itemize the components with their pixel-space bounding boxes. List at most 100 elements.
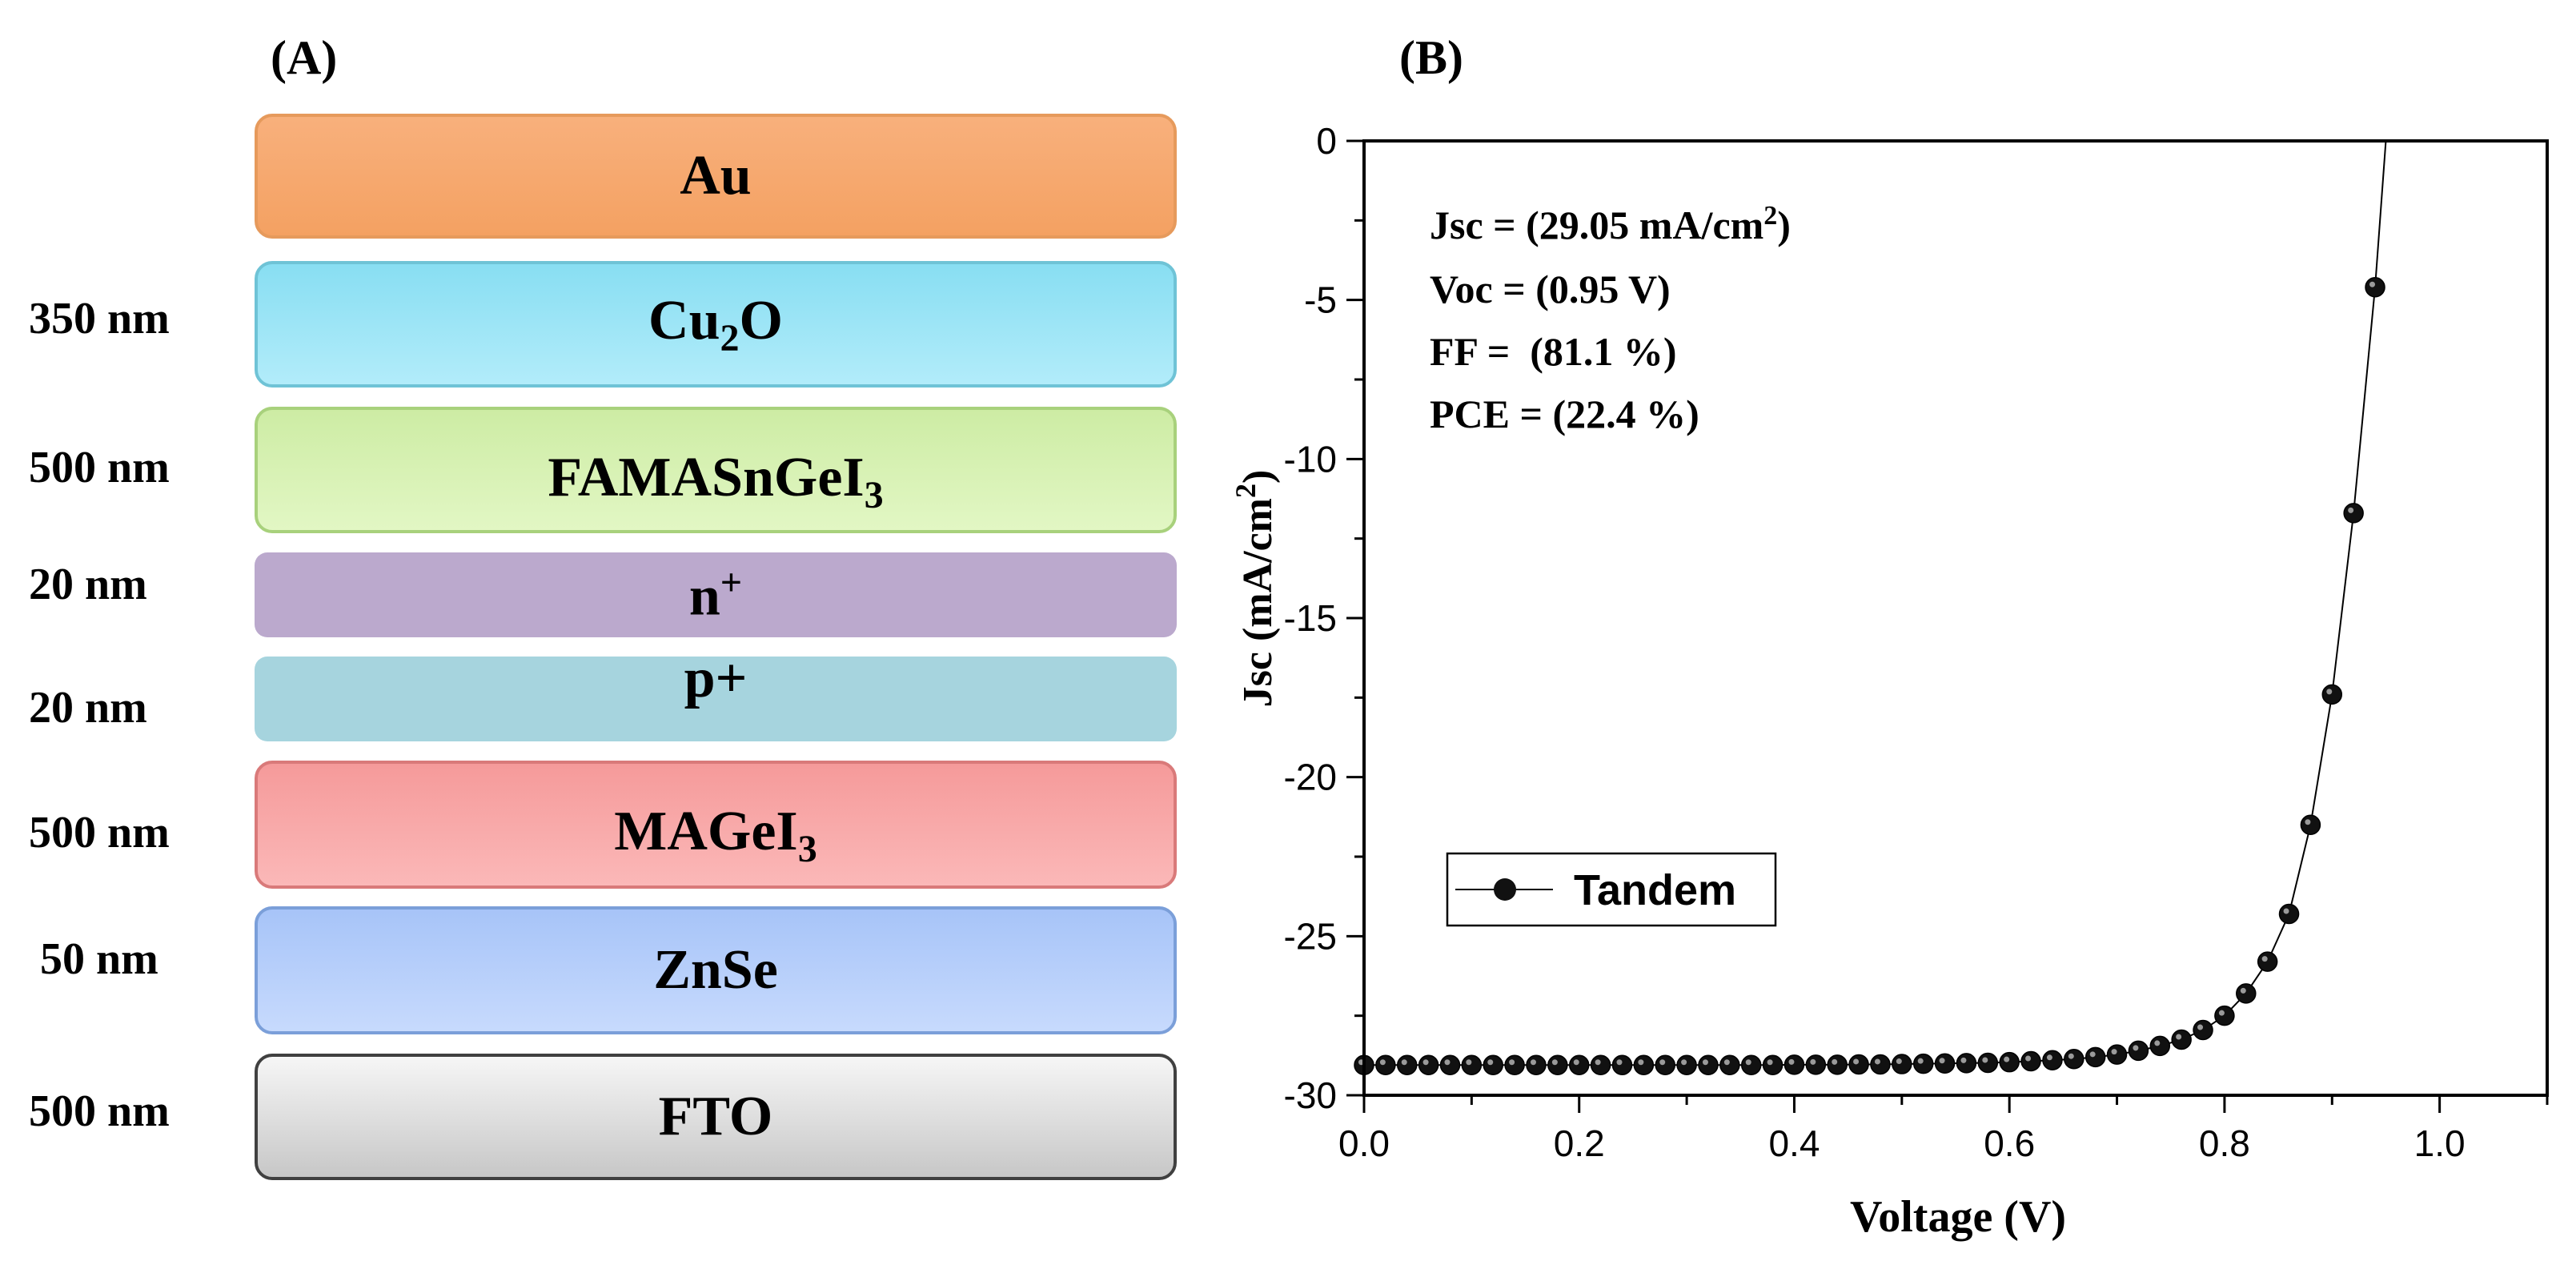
annotation-pce: PCE = (22.4 %) — [1430, 392, 1699, 436]
layer-p-plus-label: p+ — [684, 648, 748, 709]
data-point-highlight — [1810, 1058, 1816, 1065]
data-point-highlight — [1638, 1059, 1644, 1066]
layer-cu2o-label: Cu2O — [648, 289, 783, 359]
data-point — [2106, 1044, 2128, 1065]
data-point — [1375, 1054, 1396, 1076]
data-point-highlight — [2197, 1024, 2204, 1030]
data-point — [1805, 1054, 1827, 1075]
layer-fto-label: FTO — [658, 1086, 773, 1147]
data-point — [1461, 1054, 1483, 1076]
data-point — [1504, 1054, 1525, 1076]
data-point-highlight — [2240, 987, 2246, 994]
jv-chart-panel: (B) 0.0 0.2 0.4 0.6 0.8 1.0 0 -5 -10 -15 -20 -25 -30… — [1201, 0, 2576, 1277]
x-tick-label: 0.4 — [1768, 1122, 1820, 1164]
data-point-highlight — [1530, 1059, 1536, 1066]
data-point-highlight — [2004, 1056, 2010, 1062]
annotation-voc: Voc = (0.95 V) — [1430, 267, 1671, 311]
data-point-highlight — [2154, 1040, 2161, 1046]
x-tick-label: 0.2 — [1554, 1122, 1605, 1164]
jv-chart: 0.0 0.2 0.4 0.6 0.8 1.0 0 -5 -10 -15 -20 -25 -30 Jsc… — [1230, 120, 2549, 1242]
data-point — [1418, 1054, 1439, 1076]
data-point — [2149, 1035, 2171, 1057]
axis-ticks: 0.0 0.2 0.4 0.6 0.8 1.0 0 -5 -10 -15 -20 -25 -30 — [1284, 120, 2549, 1164]
data-point-highlight — [1939, 1058, 1945, 1064]
panel-a-label: (A) — [271, 31, 338, 84]
data-point-highlight — [1788, 1058, 1795, 1065]
data-point-highlight — [1379, 1059, 1386, 1066]
data-point — [1655, 1054, 1675, 1076]
data-point-highlight — [1659, 1059, 1666, 1066]
device-stack-panel: (A) Au 350 nm Cu2O 500 nm FAMASnGeI3 20 … — [0, 0, 1201, 1277]
data-point — [1676, 1054, 1697, 1076]
data-point — [1827, 1054, 1848, 1075]
data-point-highlight — [1595, 1059, 1601, 1066]
data-point — [2128, 1040, 2149, 1062]
data-point — [1568, 1054, 1590, 1076]
data-point-highlight — [2111, 1049, 2117, 1055]
data-point — [1870, 1054, 1891, 1075]
data-point-highlight — [1874, 1058, 1880, 1065]
data-point — [1848, 1054, 1869, 1075]
data-point — [1698, 1054, 1719, 1076]
data-point — [1999, 1051, 2020, 1073]
data-point — [1483, 1054, 1503, 1076]
data-point-highlight — [1509, 1059, 1515, 1066]
data-point — [2343, 503, 2364, 524]
panel-b-label: (B) — [1399, 31, 1463, 84]
data-point — [1934, 1053, 1956, 1074]
data-point — [2084, 1046, 2106, 1068]
data-point-highlight — [1982, 1057, 1988, 1063]
data-point — [1526, 1054, 1547, 1076]
data-point — [2300, 814, 2321, 836]
y-tick-label: -25 — [1284, 915, 1337, 957]
data-point-highlight — [2348, 507, 2354, 513]
data-point — [2257, 951, 2278, 972]
data-point-highlight — [2133, 1045, 2139, 1051]
y-axis-label: Jsc (mA/cm2) — [1230, 470, 1281, 708]
plot-frame — [1362, 139, 2549, 1097]
data-point-highlight — [2283, 908, 2289, 914]
annotation-jsc: Jsc = (29.05 mA/cm2) — [1430, 201, 1791, 248]
data-point — [1611, 1054, 1633, 1076]
x-tick-label: 1.0 — [2414, 1122, 2466, 1164]
legend: Tandem — [1446, 852, 1777, 927]
layer-cu2o: Cu2O — [255, 261, 1177, 388]
data-point-highlight — [2369, 281, 2376, 287]
data-point-highlight — [1422, 1059, 1429, 1066]
data-point — [2064, 1048, 2084, 1070]
data-point-highlight — [2326, 689, 2333, 695]
thickness-p-plus: 20 nm — [29, 683, 147, 733]
y-tick-label: 0 — [1316, 120, 1337, 162]
data-point-highlight — [2046, 1054, 2052, 1061]
data-point-highlight — [1573, 1059, 1579, 1066]
legend-marker — [1494, 878, 1516, 901]
data-point-highlight — [1853, 1058, 1860, 1065]
annotation-ff: FF = (81.1 %) — [1430, 329, 1677, 374]
data-point — [2020, 1050, 2041, 1072]
x-tick-label: 0.8 — [2199, 1122, 2250, 1164]
y-tick-label: -20 — [1284, 757, 1337, 798]
data-point — [1977, 1052, 1999, 1074]
data-point — [1784, 1054, 1805, 1075]
data-point — [2278, 903, 2300, 925]
x-tick-label: 0.6 — [1984, 1122, 2035, 1164]
data-point — [1590, 1054, 1611, 1076]
data-point-highlight — [1702, 1059, 1708, 1066]
layer-mageI3: MAGeI3 — [255, 761, 1177, 889]
data-point — [1912, 1053, 1934, 1074]
data-point — [2171, 1029, 2192, 1050]
layer-famasngei3-label: FAMASnGeI3 — [548, 446, 884, 516]
data-point-highlight — [2068, 1053, 2074, 1059]
data-point-highlight — [2218, 1010, 2225, 1016]
x-tick-label: 0.0 — [1338, 1122, 1390, 1164]
y-tick-label: -30 — [1284, 1074, 1337, 1116]
data-point-highlight — [1745, 1059, 1751, 1066]
data-point-highlight — [2176, 1034, 2182, 1040]
layer-famasngei3: FAMASnGeI3 — [255, 407, 1177, 533]
layer-au-label: Au — [680, 145, 752, 207]
data-point-highlight — [1487, 1059, 1494, 1066]
data-point-highlight — [1917, 1058, 1924, 1064]
data-point-highlight — [1832, 1058, 1838, 1065]
data-point-highlight — [1767, 1059, 1773, 1066]
data-point-highlight — [1616, 1059, 1623, 1066]
